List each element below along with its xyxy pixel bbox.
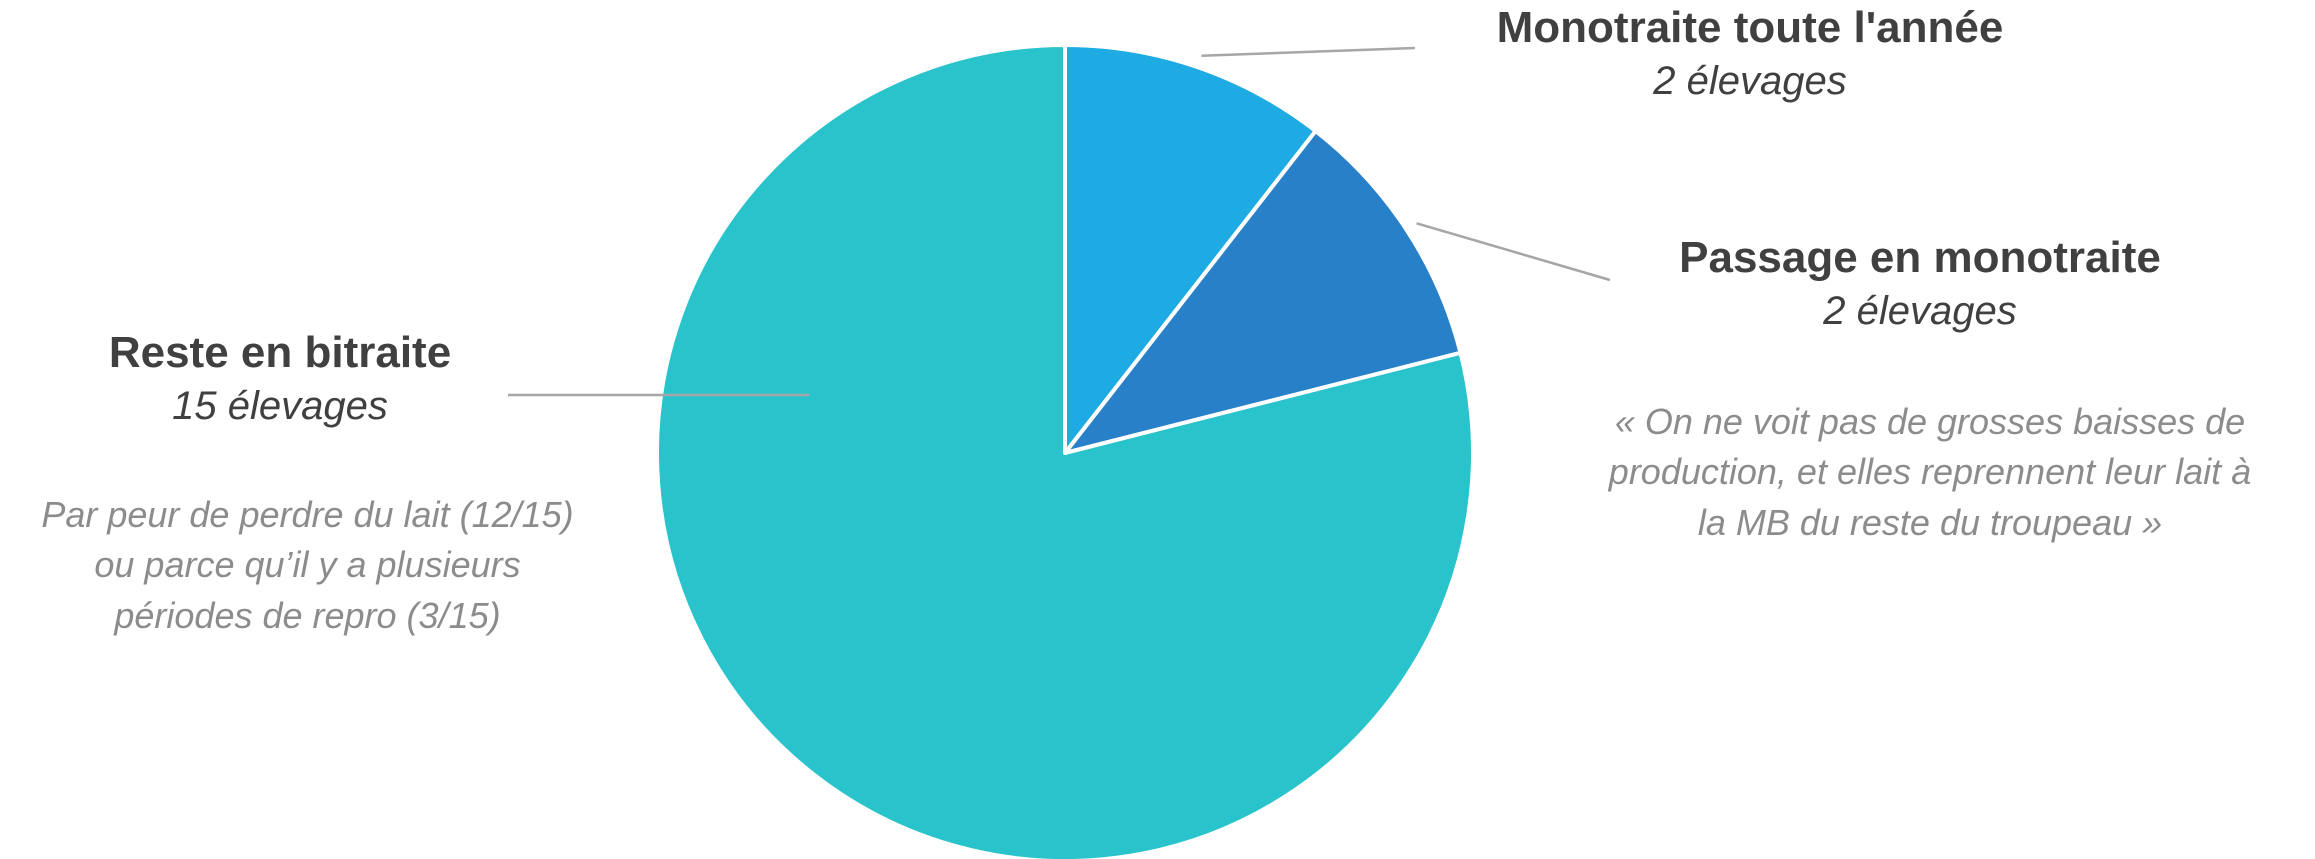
- label-passage-monotraite: Passage en monotraite 2 élevages: [1660, 230, 2180, 337]
- leader-line-0: [1201, 46, 1416, 58]
- note-line: périodes de repro (3/15): [114, 594, 501, 636]
- slice-label-value: 2 élevages: [1653, 59, 1847, 103]
- slice-label-name: Monotraite toute l'année: [1496, 3, 2004, 52]
- slice-label-name: Passage en monotraite: [1679, 233, 2161, 282]
- pie-slice-2: [655, 43, 1476, 859]
- pie-slice-1: [1063, 129, 1463, 455]
- label-monotraite-toute-annee: Monotraite toute l'année 2 élevages: [1470, 0, 2030, 107]
- label-reste-bitraite: Reste en bitraite 15 élevages: [60, 325, 500, 432]
- pie-slice-0: [1063, 43, 1318, 455]
- slice-label-value: 15 élevages: [172, 384, 388, 428]
- note-line: Par peur de perdre du lait (12/15): [41, 494, 574, 535]
- slice-label-value: 2 élevages: [1823, 289, 2017, 333]
- note-line: ou parce qu’il y a plusieurs: [94, 544, 521, 586]
- note-reste-bitraite: Par peur de perdre du lait (12/15) ou pa…: [0, 490, 615, 641]
- note-line: production, et elles reprennent leur lai…: [1608, 451, 2252, 493]
- leader-line-1: [1416, 222, 1611, 282]
- leader-lines: [508, 46, 1611, 397]
- note-line: la MB du reste du troupeau »: [1697, 501, 2163, 543]
- note-passage-monotraite: « On ne voit pas de grosses baisses de p…: [1570, 397, 2290, 548]
- note-line: « On ne voit pas de grosses baisses de: [1614, 401, 2246, 442]
- slice-label-name: Reste en bitraite: [108, 328, 452, 377]
- pie-slices: [655, 43, 1476, 859]
